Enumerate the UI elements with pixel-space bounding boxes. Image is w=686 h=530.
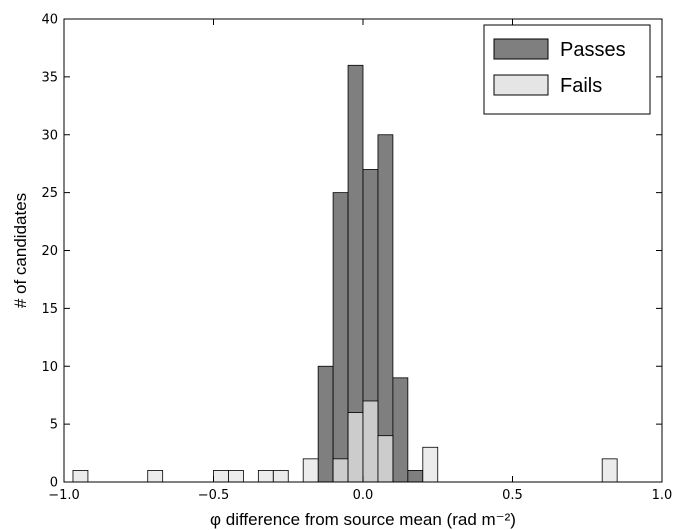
bar-fails-1 <box>147 470 164 483</box>
y-tick-label: 30 <box>41 128 58 143</box>
ticks-layer: −1.0 −0.5 0.0 0.5 1.0 0 5 10 15 20 25 30 35 40 <box>41 13 672 504</box>
y-tick-label: 20 <box>41 244 58 259</box>
x-tick-label: 0.5 <box>502 488 523 503</box>
y-tick-label: 35 <box>41 70 58 85</box>
x-tick-label: −0.5 <box>198 488 230 503</box>
bar-passes-6 <box>407 470 424 483</box>
bar-fails-12 <box>601 458 618 483</box>
legend-swatch-passes <box>493 38 549 60</box>
legend-label-fails: Fails <box>560 75 602 97</box>
x-tick-label: −1.0 <box>48 488 80 503</box>
bar-passes-4 <box>377 134 394 483</box>
x-axis-label: φ difference from source mean (rad m⁻²) <box>210 510 516 529</box>
y-axis-label: # of candidates <box>11 193 30 308</box>
bar-fails-6 <box>302 458 319 483</box>
legend-label-passes: Passes <box>560 39 626 61</box>
y-tick-label: 40 <box>41 13 58 28</box>
y-tick-label: 10 <box>41 360 58 375</box>
x-tick-label: 0.0 <box>353 488 374 503</box>
bar-fails-8 <box>347 412 364 483</box>
bar-fails-5 <box>272 470 289 483</box>
x-tick-label: 1.0 <box>652 488 673 503</box>
y-tick-label: 15 <box>41 302 58 317</box>
bar-fails-0 <box>72 470 89 483</box>
bar-fails-10 <box>377 435 394 483</box>
legend: Passes Fails <box>483 24 651 115</box>
bar-fails-4 <box>257 470 274 483</box>
y-tick-label: 25 <box>41 186 58 201</box>
bars-layer <box>72 64 618 483</box>
y-tick-label: 5 <box>50 418 58 433</box>
bar-fails-7 <box>332 458 349 483</box>
bar-fails-11 <box>422 446 439 483</box>
bar-passes-0 <box>317 365 334 483</box>
bar-fails-9 <box>362 400 379 483</box>
bar-fails-2 <box>213 470 229 483</box>
bar-passes-1 <box>332 192 349 483</box>
bar-fails-3 <box>228 470 244 483</box>
legend-swatch-fails <box>493 74 549 96</box>
y-tick-label: 0 <box>50 476 58 491</box>
bar-passes-5 <box>392 377 409 483</box>
